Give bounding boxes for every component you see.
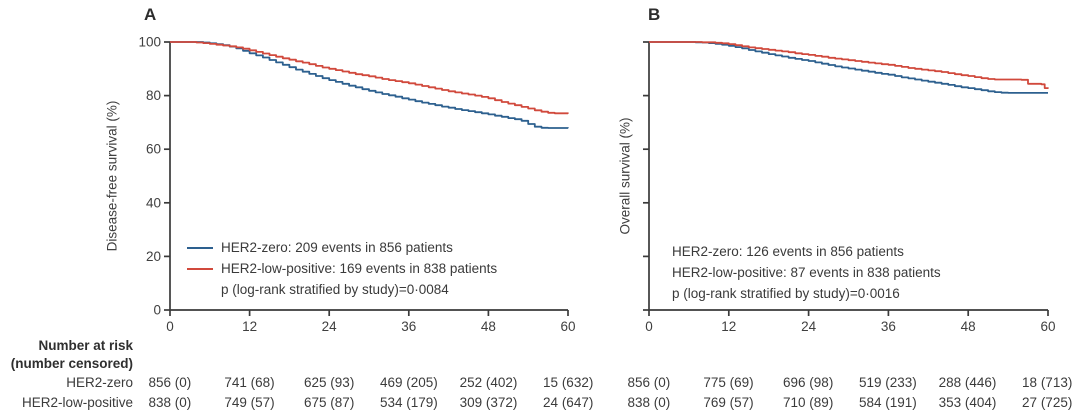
panel-a-y-axis-title: Disease-free survival (%) — [104, 100, 120, 252]
her2-low-positive-line-swatch — [187, 267, 213, 270]
risk-cell: 710 (89) — [783, 395, 834, 410]
risk-cell: 696 (98) — [783, 375, 834, 390]
svg-text:60: 60 — [146, 142, 161, 157]
risk-cell: 584 (191) — [858, 395, 917, 410]
risk-cell: 27 (725) — [1022, 395, 1073, 410]
svg-text:0: 0 — [166, 319, 174, 334]
legend-item-label: HER2-zero: 126 events in 856 patients — [672, 244, 904, 259]
risk-cell: 353 (404) — [938, 395, 997, 410]
svg-text:0: 0 — [645, 319, 653, 334]
risk-cell: 309 (372) — [459, 395, 518, 410]
svg-text:36: 36 — [881, 319, 896, 334]
risk-row-panel-b-her2-low-positive: 838 (0) 769 (57) 710 (89) 584 (191) 353 (404… — [609, 395, 1080, 412]
svg-text:36: 36 — [401, 319, 416, 334]
legend-item-label: HER2-zero: 209 events in 856 patients — [221, 240, 453, 255]
risk-cell: 519 (233) — [858, 375, 917, 390]
risk-cell: 769 (57) — [703, 395, 754, 410]
svg-text:60: 60 — [560, 319, 575, 334]
svg-text:60: 60 — [1040, 319, 1055, 334]
her2-zero-line-swatch — [187, 246, 213, 249]
risk-cell: 625 (93) — [304, 375, 355, 390]
p-value-line: p (log-rank stratified by study)=0·0016 — [672, 283, 941, 304]
svg-text:48: 48 — [961, 319, 976, 334]
legend-item-label: HER2-low-positive: 169 events in 838 pat… — [221, 261, 498, 276]
risk-cell: 675 (87) — [304, 395, 355, 410]
risk-cell: 24 (647) — [543, 395, 594, 410]
risk-cell: 775 (69) — [703, 375, 754, 390]
risk-row-panel-a-her2-zero: 856 (0) 741 (68) 625 (93) 469 (205) 252 (402… — [130, 375, 608, 392]
risk-cell: 18 (713) — [1022, 375, 1073, 390]
risk-cell: 469 (205) — [379, 375, 438, 390]
panel-a-label: A — [144, 5, 157, 24]
risk-cell: 749 (57) — [224, 395, 275, 410]
risk-row-label-her2-low-positive: HER2-low-positive — [21, 395, 133, 410]
risk-row-label-her2-zero: HER2-zero — [66, 375, 133, 390]
risk-cell: 534 (179) — [379, 395, 438, 410]
svg-text:12: 12 — [242, 319, 257, 334]
risk-table-header: Number at risk (number censored) — [0, 337, 133, 373]
risk-row-panel-a-her2-low-positive: 838 (0) 749 (57) 675 (87) 534 (179) 309 (372… — [130, 395, 608, 412]
p-value-text: p (log-rank stratified by study)=0·0084 — [221, 282, 449, 297]
risk-cell: 741 (68) — [224, 375, 275, 390]
legend-item-label: HER2-low-positive: 87 events in 838 pati… — [672, 265, 941, 280]
svg-text:20: 20 — [146, 249, 161, 264]
risk-cell: 838 (0) — [627, 395, 671, 410]
risk-cell: 252 (402) — [459, 375, 518, 390]
svg-text:80: 80 — [146, 88, 161, 103]
p-value-text: p (log-rank stratified by study)=0·0016 — [672, 286, 900, 301]
legend-item-her2-low-positive: HER2-low-positive: 169 events in 838 pat… — [187, 258, 497, 279]
risk-cell: 856 (0) — [627, 375, 671, 390]
svg-text:40: 40 — [146, 195, 161, 210]
svg-text:0: 0 — [153, 303, 161, 318]
legend-item-her2-zero: HER2-zero: 209 events in 856 patients — [187, 237, 497, 258]
risk-table-header-line2: (number censored) — [10, 356, 133, 371]
svg-text:12: 12 — [721, 319, 736, 334]
panel-b-label: B — [648, 5, 661, 24]
legend-item-her2-low-positive: HER2-low-positive: 87 events in 838 pati… — [672, 262, 941, 283]
p-value-line: p (log-rank stratified by study)=0·0084 — [187, 279, 497, 300]
risk-table-header-line1: Number at risk — [38, 338, 133, 353]
risk-cell: 838 (0) — [148, 395, 192, 410]
risk-cell: 288 (446) — [938, 375, 997, 390]
panel-b-y-axis-title: Overall survival (%) — [617, 117, 633, 235]
panel-b-legend: HER2-zero: 126 events in 856 patients HE… — [672, 241, 941, 304]
svg-text:24: 24 — [322, 319, 338, 334]
svg-text:48: 48 — [481, 319, 496, 334]
svg-text:100: 100 — [138, 35, 161, 50]
legend-item-her2-zero: HER2-zero: 126 events in 856 patients — [672, 241, 941, 262]
risk-cell: 856 (0) — [148, 375, 192, 390]
panel-a-legend: HER2-zero: 209 events in 856 patients HE… — [187, 237, 497, 300]
risk-cell: 15 (632) — [543, 375, 594, 390]
risk-row-panel-b-her2-zero: 856 (0) 775 (69) 696 (98) 519 (233) 288 (446… — [609, 375, 1080, 392]
svg-text:24: 24 — [801, 319, 817, 334]
